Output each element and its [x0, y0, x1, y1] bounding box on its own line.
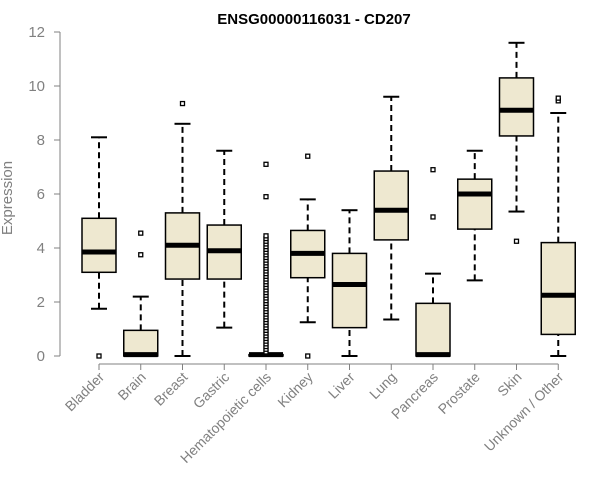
outlier-point [513, 238, 520, 244]
box-kidney [290, 153, 326, 359]
box-unknown-other [540, 95, 576, 357]
iqr-box [498, 77, 535, 137]
box-hematopoietic-cells [248, 161, 284, 358]
outlier-point [263, 161, 269, 167]
iqr-box [331, 252, 368, 329]
y-tick-label: 4 [37, 240, 45, 257]
outlier-point [96, 353, 102, 359]
x-tick-label: Unknown / Other [481, 369, 567, 455]
x-tick-label: Brain [114, 369, 148, 403]
x-tick-label: Liver [325, 369, 358, 402]
box-pancreas [415, 167, 451, 358]
box-skin [498, 41, 535, 244]
outlier-point [430, 214, 436, 220]
x-tick-label: Kidney [274, 369, 316, 411]
outlier-point [263, 194, 269, 200]
box-brain [123, 230, 159, 358]
y-axis-label: Expression [0, 161, 16, 235]
iqr-box [373, 170, 409, 241]
x-tick-label: Lung [366, 369, 399, 402]
iqr-box [415, 302, 451, 357]
iqr-box [81, 217, 117, 274]
y-tick-label: 2 [37, 294, 45, 311]
box-lung [373, 95, 409, 321]
outlier-point [263, 233, 269, 239]
iqr-box [457, 178, 493, 230]
box-bladder [81, 136, 117, 359]
y-tick-label: 6 [37, 186, 45, 203]
outlier-point [138, 230, 144, 236]
box-gastric [206, 149, 242, 329]
x-tick-label: Prostate [435, 369, 483, 417]
outlier-point [179, 100, 186, 107]
outlier-point [305, 353, 311, 359]
chart-title: ENSG00000116031 - CD207 [217, 11, 410, 28]
iqr-box [123, 329, 159, 357]
outlier-point [305, 153, 311, 159]
plot-area [81, 41, 576, 359]
x-tick-label: Breast [151, 369, 191, 409]
y-tick-label: 0 [37, 348, 45, 365]
box-breast [164, 100, 201, 357]
y-tick-label: 8 [37, 132, 45, 149]
box-liver [331, 209, 368, 357]
box-prostate [457, 149, 493, 282]
y-tick-label: 10 [28, 78, 45, 95]
outlier-point [555, 95, 561, 101]
outlier-point [430, 167, 436, 173]
iqr-box [540, 241, 576, 336]
x-tick-label: Skin [494, 369, 525, 400]
outlier-point [138, 252, 144, 258]
x-tick-label: Bladder [62, 369, 108, 415]
y-axis: 0 2 4 6 8 10 12 [28, 24, 61, 365]
y-tick-label: 12 [28, 24, 45, 41]
